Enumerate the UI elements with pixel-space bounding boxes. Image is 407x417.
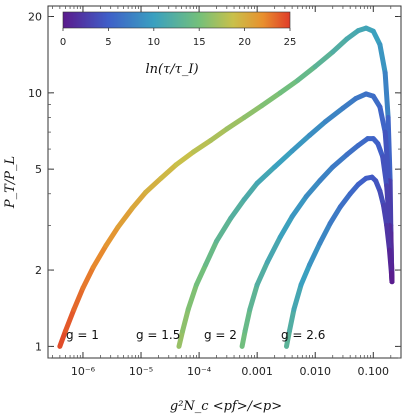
x-tick-label: 0.100 [358, 365, 390, 378]
colorbar-tick-label: 10 [147, 37, 160, 48]
y-tick-label: 2 [35, 264, 42, 277]
series-1-segment [208, 126, 230, 143]
y-tick-label: 20 [28, 10, 42, 23]
series-1-segment [259, 90, 283, 109]
series-label-3: g = 2 [204, 328, 237, 342]
series-2-segment [272, 148, 295, 170]
x-tick-label: 0.001 [241, 365, 273, 378]
series-4-segment [384, 222, 392, 253]
series-2-segment [180, 306, 191, 334]
series-3 [239, 136, 395, 349]
x-tick-label: 10⁻⁵ [129, 365, 153, 378]
series-1-segment [143, 175, 164, 195]
series-3-segment [254, 259, 270, 288]
series-2-segment [241, 180, 260, 202]
series-4 [283, 174, 395, 349]
series-4-segment [283, 328, 292, 349]
series-2-segment [228, 196, 247, 221]
series-2-segment [289, 132, 313, 154]
colorbar-tick-label: 5 [105, 37, 111, 48]
colorbar [62, 11, 291, 29]
y-tick-label: 1 [35, 340, 42, 353]
series-1-segment [277, 77, 301, 96]
series-3-segment [384, 183, 392, 228]
series-2-segment [214, 215, 234, 244]
series-1-segment [129, 189, 149, 211]
series-1-segment [80, 264, 96, 291]
series-4-segment [386, 247, 394, 276]
series-3-segment [277, 214, 295, 240]
series-1-segment [382, 70, 391, 120]
colorbar-label: ln(τ/τ_I) [145, 62, 198, 77]
series-4-segment [298, 262, 313, 288]
series-1-segment [158, 162, 179, 181]
series-2-segment [322, 105, 346, 125]
x-axis-label: g²N_c <pf>/<p> [170, 399, 282, 414]
series-3-segment [317, 164, 336, 184]
colorbar-tick-label: 15 [193, 37, 206, 48]
series-labels: g = 1 g = 1.5 g = 2 g = 2.6 [66, 328, 325, 342]
series-3-segment [289, 194, 309, 220]
series-2-segment [185, 282, 199, 312]
series-1-segment [190, 137, 214, 155]
series-1-segment [312, 49, 336, 70]
series-4-segment [317, 221, 333, 246]
series-1-segment [330, 36, 350, 55]
series-1-segment [115, 205, 135, 230]
series-layer [57, 25, 395, 349]
series-3-segment [330, 152, 350, 170]
series-1-segment [90, 242, 109, 270]
series-1-segment [71, 285, 86, 312]
x-tick-label: 10⁻⁶ [71, 365, 96, 378]
series-1-segment [224, 114, 247, 132]
y-tick-label: 10 [28, 87, 42, 100]
series-1 [57, 25, 395, 349]
series-2-segment [254, 164, 278, 186]
series-1-segment [377, 42, 388, 76]
series-2 [176, 91, 395, 349]
series-3-segment [264, 234, 283, 265]
series-1-segment [62, 306, 77, 334]
series-3-segment [303, 178, 323, 200]
series-3-segment [242, 306, 253, 334]
series-2-segment [382, 129, 392, 184]
series-2-segment [307, 119, 328, 138]
series-2-segment [203, 238, 220, 268]
x-tick-label: 0.010 [299, 365, 331, 378]
series-label-2: g = 1.5 [136, 328, 180, 342]
series-3-segment [380, 154, 390, 189]
series-3-segment [239, 328, 248, 349]
series-4-segment [388, 270, 395, 285]
y-tick-label: 5 [35, 163, 42, 176]
series-1-segment [173, 149, 196, 168]
series-4-segment [327, 204, 343, 227]
series-label-1: g = 1 [66, 328, 99, 342]
series-1-segment [295, 64, 318, 83]
colorbar-tick-label: 0 [60, 37, 66, 48]
colorbar-ticks: 0 5 10 15 20 25 [60, 28, 297, 48]
series-1-segment [57, 328, 68, 349]
series-4-segment [337, 191, 353, 210]
series-2-segment [377, 104, 388, 135]
series-1-segment [103, 224, 121, 248]
series-4-segment [381, 202, 390, 228]
series-4-segment [291, 282, 304, 312]
series-label-4: g = 2.6 [281, 328, 325, 342]
series-2-segment [193, 262, 209, 288]
series-4-segment [286, 306, 297, 334]
y-axis-label: P_T/P_L [3, 156, 18, 209]
colorbar-tick-label: 25 [284, 37, 297, 48]
series-1-segment [241, 103, 265, 120]
plot-frame [47, 5, 402, 359]
series-4-segment [307, 240, 323, 268]
x-tick-label: 10⁻⁴ [187, 365, 212, 378]
colorbar-tick-label: 20 [238, 37, 251, 48]
series-2-segment [176, 328, 186, 349]
series-3-segment [247, 282, 260, 312]
series-2-segment [340, 95, 359, 111]
